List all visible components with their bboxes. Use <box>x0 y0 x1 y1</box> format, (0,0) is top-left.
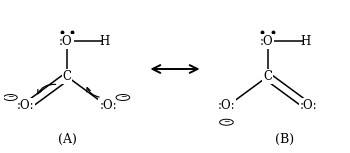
Text: C: C <box>263 70 272 83</box>
Text: :O:: :O: <box>300 99 317 112</box>
Text: :O:: :O: <box>99 99 117 112</box>
Text: :O:: :O: <box>218 99 235 112</box>
Text: (B): (B) <box>275 133 294 146</box>
Text: C: C <box>62 70 71 83</box>
Text: :O: :O <box>260 35 273 48</box>
Text: H: H <box>300 35 310 48</box>
Text: −: − <box>7 93 14 101</box>
Text: −: − <box>223 118 230 126</box>
Text: :O: :O <box>59 35 73 48</box>
Text: :O:: :O: <box>17 99 35 112</box>
Text: H: H <box>99 35 110 48</box>
Text: −: − <box>120 93 126 101</box>
Text: (A): (A) <box>57 133 76 146</box>
